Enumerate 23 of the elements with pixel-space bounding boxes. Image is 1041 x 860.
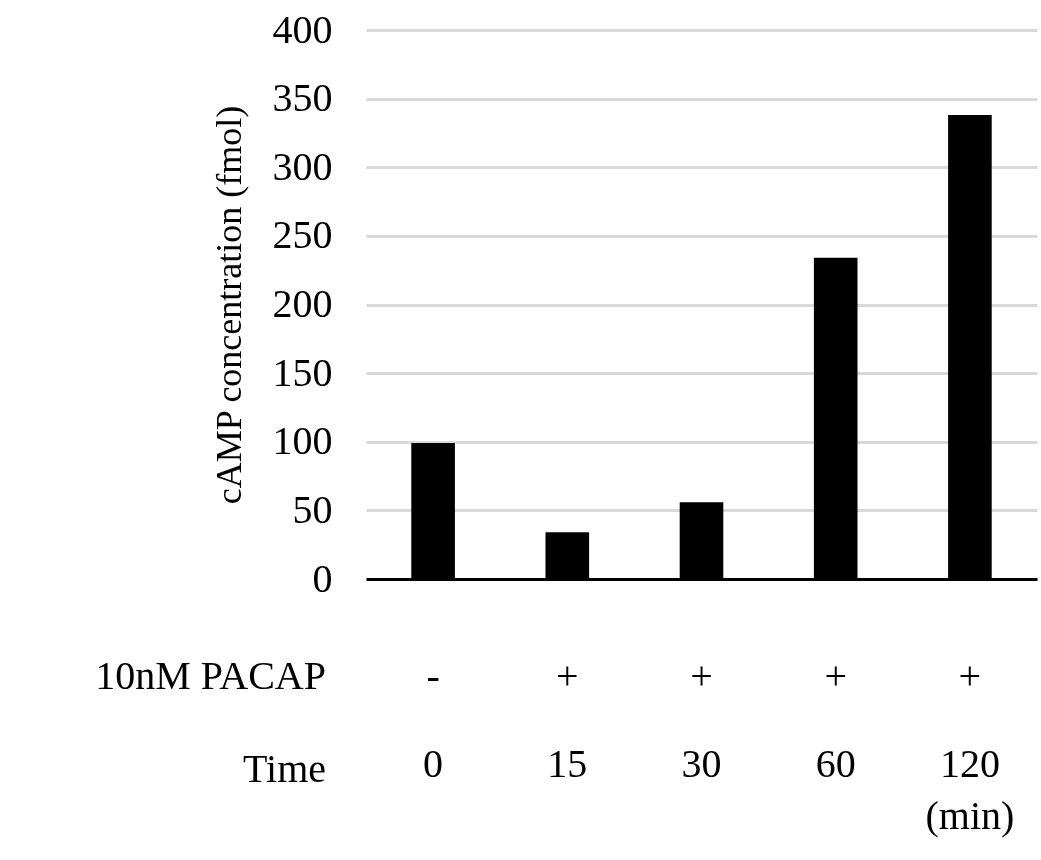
text: + [958,653,982,698]
text: Time [242,746,326,791]
y-tick-label: 150 [272,349,333,395]
text: + [556,653,579,698]
y-axis-title: cAMP concentration (fmol) [208,105,249,505]
y-tick-label: 250 [272,212,333,258]
text: + [690,653,713,698]
text: + [824,653,847,698]
x-tick-label: 120 [939,740,1000,786]
x-tick-label: 15 [547,740,588,786]
x-tick-label: 0 [423,740,444,786]
y-tick-label: 350 [272,75,333,121]
text: 10nM PACAP [95,653,326,698]
y-tick-label: 50 [292,486,333,532]
x-tick-label: 60 [815,740,856,786]
text: - [426,653,440,698]
x-tick-label: 30 [681,740,722,786]
y-tick-label: 200 [272,281,333,326]
y-tick-label: 0 [312,555,333,601]
text: (min) [925,793,1015,838]
y-tick-label: 400 [272,6,333,52]
y-tick-label: 100 [272,418,333,464]
y-tick-label: 300 [272,143,333,189]
